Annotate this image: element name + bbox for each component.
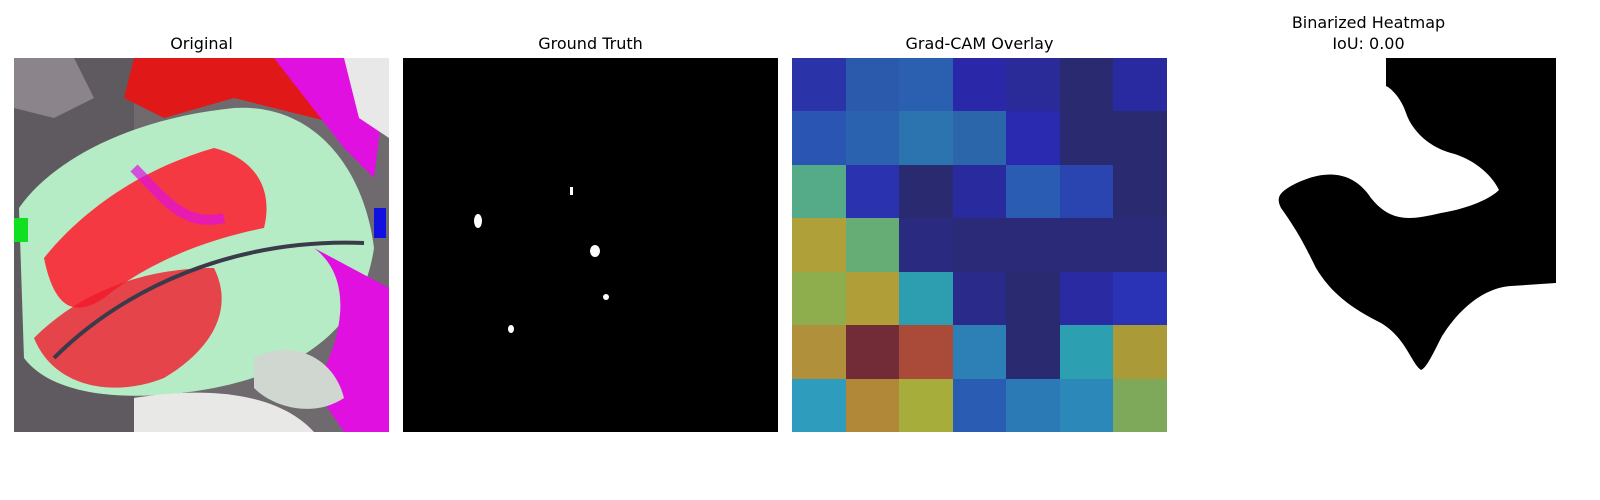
ground-truth-title: Ground Truth: [538, 34, 643, 53]
gradcam-cell: [845, 164, 900, 219]
binarized-heatmap: [1181, 58, 1556, 432]
gradcam-cell: [899, 218, 953, 272]
gradcam-cell: [792, 111, 846, 165]
gradcam-cell: [1006, 271, 1060, 326]
gradcam-cell: [1059, 111, 1114, 165]
lesion-spot: [570, 187, 573, 195]
original-image: [14, 58, 389, 432]
gradcam-cell: [1006, 325, 1060, 379]
gradcam-cell: [899, 58, 953, 112]
gradcam-cell: [952, 378, 1007, 432]
gradcam-cell: [899, 325, 953, 379]
original-title: Original: [170, 34, 233, 53]
original-image-svg: [14, 58, 389, 432]
gradcam-cell: [1113, 58, 1167, 112]
gradcam-cell: [792, 378, 846, 432]
gradcam-cell: [792, 271, 846, 326]
gradcam-cell: [952, 218, 1007, 272]
gradcam-cell: [792, 325, 846, 379]
gradcam-cell: [952, 58, 1007, 112]
gradcam-cell: [792, 58, 846, 112]
iou-value: IoU: 0.00: [1332, 34, 1405, 53]
lesion-spot: [508, 325, 514, 333]
gradcam-cell: [952, 164, 1007, 219]
gradcam-cell: [845, 58, 900, 112]
gradcam-cell: [1113, 164, 1167, 219]
ground-truth-mask: [403, 58, 778, 432]
gradcam-cell: [1006, 164, 1060, 219]
gradcam-cell: [899, 378, 953, 432]
gradcam-cell: [1113, 218, 1167, 272]
gradcam-cell: [792, 164, 846, 219]
gradcam-cell: [845, 218, 900, 272]
lesion-spot: [603, 294, 609, 300]
gradcam-overlay-title: Grad-CAM Overlay: [905, 34, 1054, 53]
gradcam-cell: [1059, 218, 1114, 272]
gradcam-overlay-grid: [792, 58, 1167, 432]
ground-truth-mask-svg: [403, 58, 778, 432]
gradcam-cell: [1059, 271, 1114, 326]
lesion-spot: [474, 214, 482, 228]
gradcam-cell: [1006, 111, 1060, 165]
gradcam-cell: [1059, 325, 1114, 379]
gradcam-cell: [792, 218, 846, 272]
gradcam-cell: [952, 325, 1007, 379]
gradcam-cell: [1006, 218, 1060, 272]
gradcam-cell: [845, 111, 900, 165]
gradcam-cell: [845, 325, 900, 379]
gradcam-cell: [845, 271, 900, 326]
gradcam-cell: [1113, 325, 1167, 379]
gradcam-cell: [899, 111, 953, 165]
lesion-spot: [590, 245, 600, 257]
gradcam-cell: [1113, 271, 1167, 326]
gradcam-cell: [1006, 58, 1060, 112]
gradcam-cell: [899, 164, 953, 219]
gradcam-cell: [1059, 58, 1114, 112]
binarized-region: [1278, 58, 1556, 370]
gradcam-cell: [1059, 164, 1114, 219]
gradcam-cell: [1006, 378, 1060, 432]
gradcam-cell: [845, 378, 900, 432]
gradcam-cell: [1113, 378, 1167, 432]
gradcam-cell: [952, 111, 1007, 165]
gradcam-cell: [899, 271, 953, 326]
gradcam-cell: [1059, 378, 1114, 432]
binarized-heatmap-title-line1: Binarized Heatmap: [1291, 13, 1446, 32]
binarized-heatmap-svg: [1181, 58, 1556, 432]
gradcam-cell: [1113, 111, 1167, 165]
gradcam-cell: [952, 271, 1007, 326]
binarized-heatmap-title: Binarized Heatmap IoU: 0.00: [1181, 12, 1556, 54]
